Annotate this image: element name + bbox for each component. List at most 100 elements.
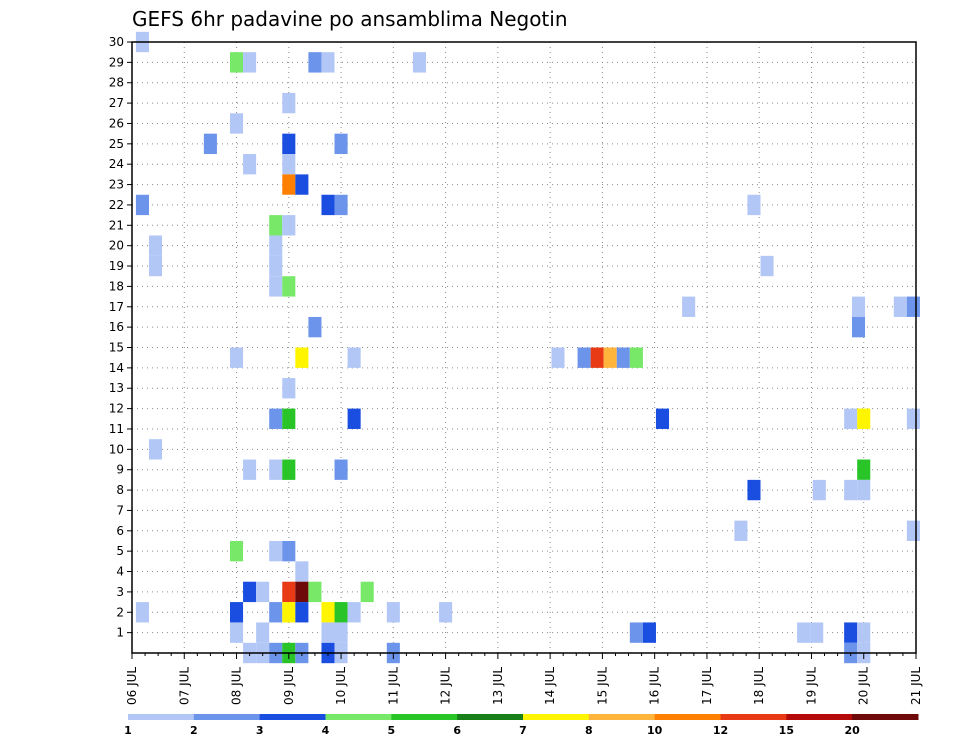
colorbar-swatch [852,714,919,720]
heatmap-cell [243,459,257,480]
heatmap-cell [629,622,643,643]
heatmap-cell [412,52,426,73]
heatmap-cell [797,622,811,643]
heatmap-cell [282,276,296,297]
x-tick-label: 08 JUL [230,667,244,705]
y-tick-label: 19 [109,259,124,273]
heatmap-cell [347,408,361,429]
colorbar-swatch [457,714,524,720]
heatmap-cell [655,408,670,429]
y-tick-label: 16 [109,320,124,334]
colorbar-swatch [523,714,590,720]
heatmap-cell [334,602,348,623]
y-tick-label: 1 [116,626,124,640]
y-tick-label: 4 [116,565,124,579]
x-tick-label: 07 JUL [177,667,191,705]
y-tick-label: 2 [116,605,124,619]
chart-title: GEFS 6hr padavine po ansamblima Negotin [132,7,568,31]
heatmap-cell [282,215,296,236]
x-axis: 06 JUL 07 JUL 08 JUL 09 JUL 10 JUL 11 JUL 12 J… [125,653,923,705]
heatmap-cell [551,347,565,368]
y-tick-label: 27 [109,96,124,110]
heatmap-cell [308,316,322,338]
y-tick-label: 6 [116,524,124,538]
heatmap-cell [844,479,858,501]
heatmap-cell [851,316,866,338]
y-tick-label: 7 [116,503,124,517]
colorbar-label: 3 [256,724,264,737]
x-tick-label: 14 JUL [543,667,557,705]
colorbar-label: 20 [845,724,861,737]
colorbar-swatch [193,714,261,720]
y-tick-label: 10 [109,442,124,456]
y-tick-label: 30 [109,35,124,49]
plot-frame [131,41,917,654]
x-tick-label: 06 JUL [125,667,139,705]
y-tick-label: 9 [116,463,124,477]
y-tick-label: 28 [109,76,124,90]
colorbar-swatch [588,714,656,720]
y-tick-label: 26 [109,116,124,130]
colorbar-label: 4 [322,724,330,737]
heatmap-cell [682,296,696,317]
heatmap-cell [844,622,858,643]
colorbar-swatch [259,714,326,720]
x-tick-label: 12 JUL [439,667,453,705]
heatmap-cell [321,602,335,623]
heatmap-cell [603,347,617,368]
heatmap-cell [906,408,920,429]
heatmap-cell [282,459,296,480]
x-tick-label: 10 JUL [334,667,348,705]
heatmap-cell [760,255,774,277]
heatmap-cell [135,602,149,623]
heatmap-cell [642,622,656,643]
y-tick-label: 8 [116,483,124,497]
x-tick-label: 21 JUL [909,667,923,705]
heatmap-cell [243,52,257,73]
heatmap-cell [857,408,871,429]
y-tick-label: 14 [109,361,124,375]
colorbar-swatch [391,714,458,720]
colorbar-swatch [786,714,853,720]
colorbar-label: 7 [519,724,527,737]
y-tick-label: 11 [109,422,124,436]
heatmap-cell [347,602,361,623]
y-tick-label: 22 [109,198,124,212]
colorbar-swatch [654,714,721,720]
heatmap-cell [135,194,149,216]
heatmap-cell [282,92,296,114]
heatmap-cell [282,154,296,175]
grid-lines [132,41,916,653]
heatmap-cell [321,622,335,643]
x-tick-label: 15 JUL [595,667,609,705]
colorbar-label: 15 [779,724,794,737]
heatmap-cell [148,235,163,256]
heatmap-cell [321,52,335,73]
heatmap-cell [269,255,283,277]
heatmap-cell [269,235,283,256]
y-tick-label: 23 [109,178,124,192]
heatmap-cell [857,459,871,480]
heatmap-cell [230,540,244,562]
x-tick-label: 17 JUL [700,667,714,705]
heatmap-cell [148,255,163,277]
heatmap-cell [243,581,257,603]
y-tick-label: 25 [109,137,124,151]
heatmap-cell [269,540,283,562]
heatmap-cell [295,347,309,368]
x-tick-label: 18 JUL [752,667,766,705]
heatmap-cell [295,602,309,623]
x-tick-label: 13 JUL [491,667,505,705]
heatmap-cell [256,581,270,603]
heatmap-cell [577,347,591,368]
heatmap-cell [295,174,309,195]
colorbar-swatch [128,714,195,720]
heatmap-cell [269,602,283,623]
colorbar-legend: 1 2 3 4 5 6 7 8 10 12 15 20 [124,714,919,737]
y-axis: 1234567891011121314151617181920212223242… [109,35,132,640]
heatmap-cell [203,133,217,155]
heatmap-cell [347,347,361,368]
heatmap-cell [747,194,761,216]
heatmap-cell [734,520,748,541]
colorbar-label: 12 [713,724,728,737]
